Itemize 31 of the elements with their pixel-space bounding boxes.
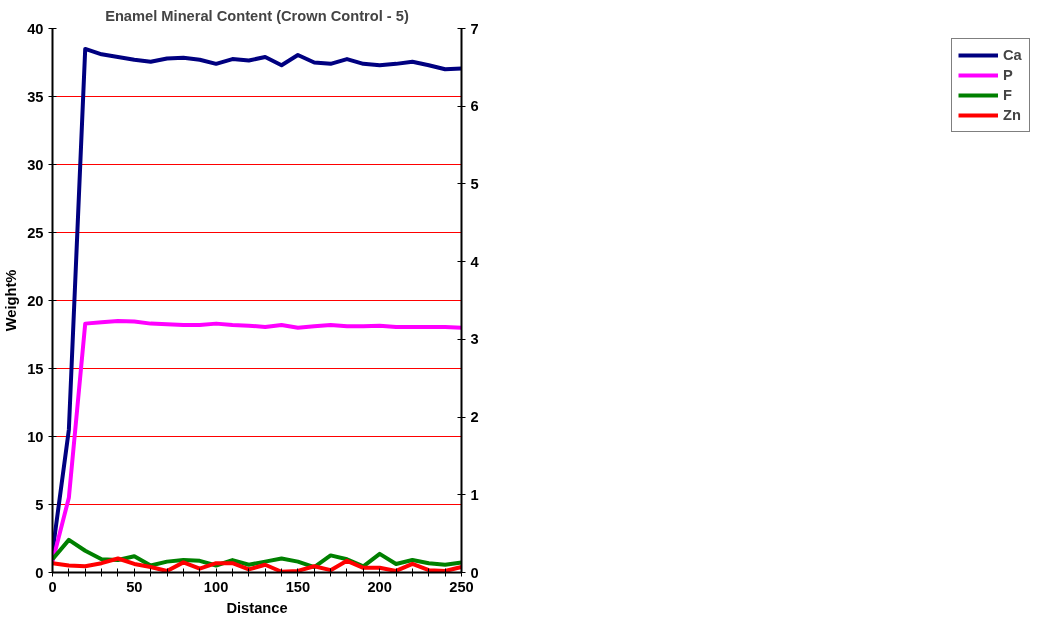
y-tick-label: 15 bbox=[27, 360, 44, 377]
y-tick-label: 30 bbox=[27, 156, 44, 173]
y2-tick-label: 5 bbox=[470, 175, 479, 192]
y-tick-label: 40 bbox=[27, 20, 44, 37]
y2-tick-label: 7 bbox=[470, 20, 479, 37]
legend-label: P bbox=[1003, 67, 1014, 83]
y-tick-label: 35 bbox=[27, 88, 44, 105]
x-tick-label: 100 bbox=[203, 578, 229, 595]
y2-tick-label: 6 bbox=[470, 98, 479, 115]
x-axis-title: Distance bbox=[226, 599, 288, 616]
x-tick-label: 0 bbox=[48, 578, 57, 595]
legend-label: Zn bbox=[1003, 107, 1022, 123]
y2-tick-label: 2 bbox=[470, 409, 479, 426]
y-tick-label: 25 bbox=[27, 224, 44, 241]
legend-label: F bbox=[1003, 87, 1013, 103]
x-tick-label: 200 bbox=[367, 578, 392, 595]
y2-tick-label: 0 bbox=[470, 564, 479, 581]
y2-tick-label: 1 bbox=[470, 486, 479, 503]
y2-tick-label: 4 bbox=[470, 253, 480, 270]
y-axis-title: Weight% bbox=[3, 269, 20, 332]
y-tick-label: 20 bbox=[27, 292, 44, 309]
y2-tick-label: 3 bbox=[470, 331, 479, 348]
y-tick-label: 10 bbox=[27, 428, 44, 445]
y-tick-label: 0 bbox=[35, 564, 44, 581]
y-tick-label: 5 bbox=[35, 496, 44, 513]
x-tick-label: 150 bbox=[285, 578, 311, 595]
x-tick-label: 50 bbox=[126, 578, 143, 595]
chart-title: Enamel Mineral Content (Crown Control - 5) bbox=[105, 7, 409, 24]
x-tick-label: 250 bbox=[449, 578, 474, 595]
line-series bbox=[52, 318, 462, 564]
legend-label: Ca bbox=[1003, 47, 1023, 63]
